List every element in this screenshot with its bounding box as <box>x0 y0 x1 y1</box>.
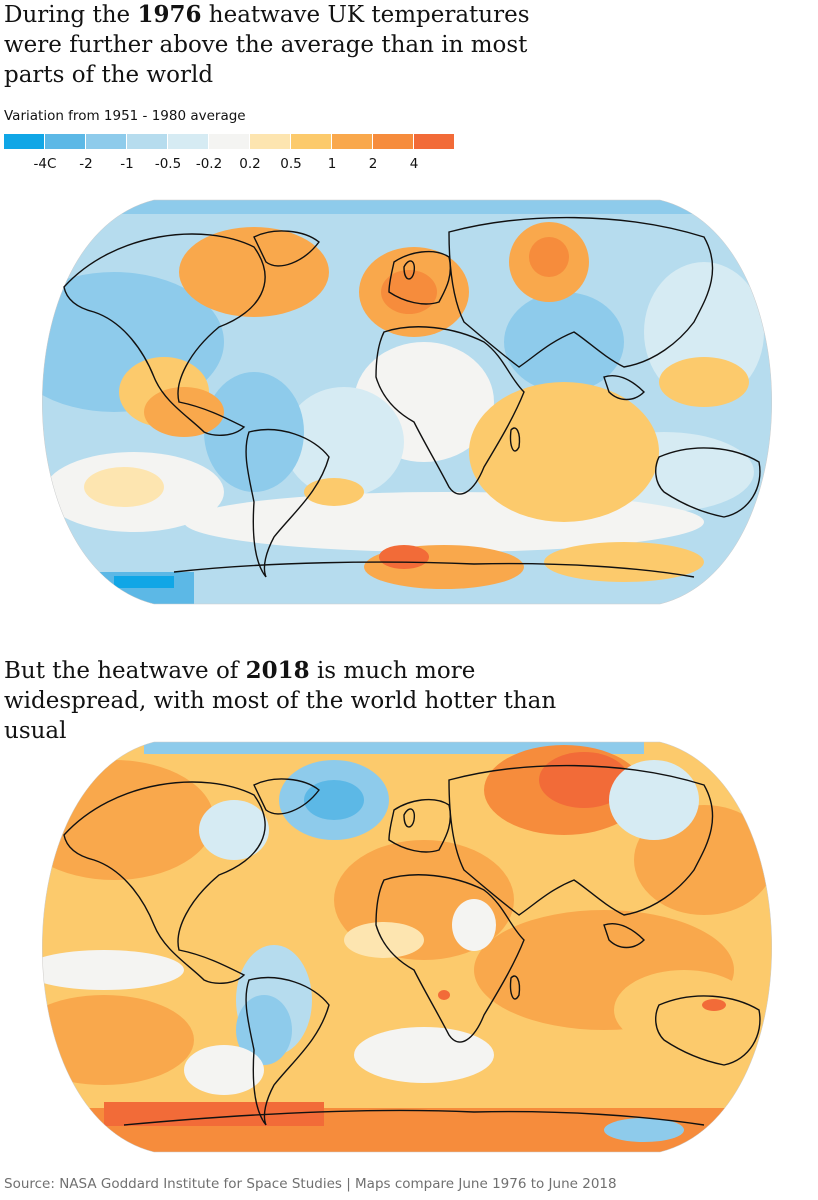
headline-1976-text-start: During the <box>4 2 138 28</box>
legend-tick-label: 0.2 <box>239 156 261 172</box>
map-2018-coastlines <box>63 764 761 1126</box>
legend-swatch <box>332 134 372 149</box>
legend-swatch <box>168 134 208 149</box>
legend-tick-label: -4C <box>33 156 57 172</box>
legend-tick-labels: -4C -2 -1 -0.5 -0.2 0.2 0.5 1 2 4 <box>0 156 470 176</box>
legend-swatch <box>373 134 413 149</box>
legend-tick-label: 1 <box>327 156 337 172</box>
headline-2018: But the heatwave of 2018 is much more wi… <box>4 656 564 746</box>
legend-swatch <box>414 134 454 149</box>
headline-2018-year: 2018 <box>245 657 310 684</box>
legend-tick-label: -0.2 <box>195 156 223 172</box>
legend-swatch <box>127 134 167 149</box>
headline-1976: During the 1976 heatwave UK temperatures… <box>4 0 564 90</box>
map-2018 <box>42 741 772 1153</box>
legend-color-bar <box>4 134 455 149</box>
headline-1976-year: 1976 <box>137 1 202 28</box>
map-1976-coastlines <box>63 216 761 578</box>
map-1976-fill <box>42 200 772 604</box>
legend-tick-label: 2 <box>368 156 378 172</box>
headline-1976-text-end: heatwave UK temperatures were further ab… <box>4 2 530 88</box>
legend-tick-label: 4 <box>409 156 419 172</box>
source-note: Source: NASA Goddard Institute for Space… <box>4 1176 617 1192</box>
legend-tick-label: -0.5 <box>154 156 182 172</box>
headline-2018-text-end: is much more widespread, with most of th… <box>4 658 557 744</box>
legend-tick-label: -2 <box>79 156 93 172</box>
legend-title: Variation from 1951 - 1980 average <box>4 108 246 124</box>
legend-swatch <box>86 134 126 149</box>
legend-swatch <box>291 134 331 149</box>
legend-swatch <box>4 134 44 149</box>
legend-tick-label: -1 <box>120 156 134 172</box>
legend-swatch <box>209 134 249 149</box>
legend-tick-label: 0.5 <box>280 156 302 172</box>
legend-swatch <box>45 134 85 149</box>
map-1976 <box>42 199 772 605</box>
headline-2018-text-start: But the heatwave of <box>4 658 246 684</box>
legend-swatch <box>250 134 290 149</box>
